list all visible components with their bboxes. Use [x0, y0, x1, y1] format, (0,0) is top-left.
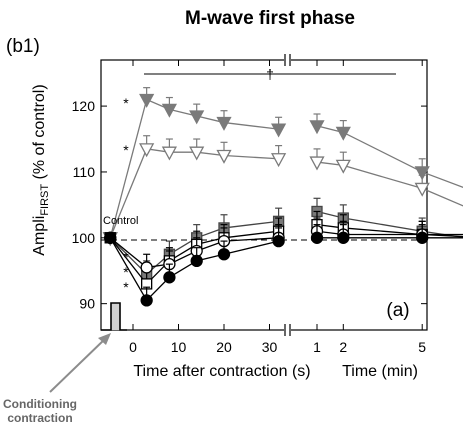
conditioning-label-line2: contraction — [7, 411, 72, 425]
x-tick-label: 2 — [339, 339, 347, 355]
axis-break-top — [284, 54, 291, 66]
data-point — [271, 153, 287, 168]
data-point — [216, 116, 232, 131]
series-line — [316, 230, 463, 236]
y-axis-label: AmpliFIRST (% of control) — [31, 84, 51, 255]
data-series — [104, 224, 463, 307]
data-point — [104, 231, 117, 244]
data-point — [335, 126, 351, 141]
data-point — [161, 103, 177, 118]
data-point — [190, 254, 203, 268]
series-line — [316, 125, 463, 188]
series-line — [109, 148, 279, 239]
data-point — [140, 261, 153, 274]
x-axis-label-seconds: Time after contraction (s) — [133, 363, 310, 380]
data-point — [310, 231, 324, 244]
svg-text:AmpliFIRST (% of control): AmpliFIRST (% of control) — [31, 84, 51, 255]
data-point — [140, 294, 153, 307]
conditioning-pulse — [101, 302, 127, 331]
asterisk-marker: * — [123, 95, 129, 111]
asterisk-marker: * — [123, 142, 129, 158]
series-line — [316, 223, 463, 238]
conditioning-arrow — [49, 333, 111, 393]
data-point — [335, 159, 351, 174]
data-point — [271, 123, 287, 138]
y-tick-label: 90 — [79, 296, 95, 312]
data-point — [414, 166, 430, 181]
y-axis-label-rest: (% of control) — [31, 84, 48, 184]
asterisk-marker: * — [123, 279, 129, 295]
plot-frame — [100, 59, 428, 331]
x-tick-label: 20 — [216, 339, 232, 355]
asterisk-marker: * — [123, 249, 129, 265]
y-tick-label: 120 — [72, 98, 96, 114]
data-series — [102, 135, 463, 247]
inset-label: (a) — [386, 300, 409, 321]
data-point — [216, 149, 232, 164]
data-point — [416, 231, 429, 244]
data-point — [309, 120, 325, 135]
data-point — [139, 93, 155, 108]
data-point — [217, 248, 231, 261]
data-point — [161, 146, 177, 161]
x-tick-label: 0 — [129, 339, 137, 355]
data-point — [189, 146, 205, 161]
series-line — [316, 210, 463, 239]
data-point — [337, 231, 350, 244]
dagger-marker: † — [266, 66, 274, 82]
y-axis-label-main: Ampli — [31, 216, 48, 256]
series-line — [316, 161, 463, 207]
series-line — [109, 230, 279, 285]
x-tick-label: 30 — [262, 339, 278, 355]
conditioning-label-line1: Conditioning — [3, 397, 77, 411]
series-line — [109, 237, 279, 269]
x-tick-label: 10 — [171, 339, 187, 355]
panel-label: (b1) — [6, 36, 40, 57]
data-point — [414, 182, 430, 197]
y-tick-label: 100 — [72, 230, 96, 246]
axis-break-bottom — [284, 324, 291, 336]
control-label: Control — [103, 215, 138, 227]
series-line — [109, 237, 279, 302]
series-line — [109, 98, 279, 238]
data-series — [102, 87, 463, 247]
x-axis-label-minutes: Time (min) — [342, 363, 418, 380]
x-tick-label: 1 — [313, 339, 321, 355]
asterisk-marker: * — [123, 264, 129, 280]
x-tick-label: 5 — [418, 339, 426, 355]
data-point — [309, 156, 325, 171]
data-point — [189, 110, 205, 125]
data-point — [272, 234, 285, 248]
chart-title: M-wave first phase — [185, 8, 355, 29]
y-tick-label: 110 — [73, 164, 96, 180]
y-axis-label-sub: FIRST — [39, 184, 51, 216]
data-point — [163, 271, 176, 284]
data-point — [139, 143, 155, 158]
